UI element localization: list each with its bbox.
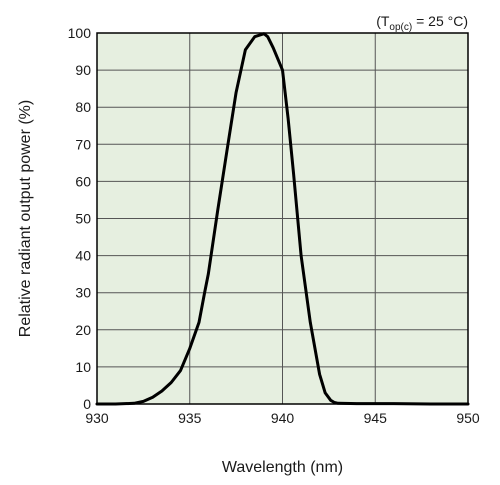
y-axis-title: Relative radiant output power (%) <box>17 100 34 337</box>
y-tick-label: 80 <box>75 99 91 115</box>
x-tick-label: 930 <box>85 410 109 426</box>
condition-prefix: (T <box>376 13 390 29</box>
y-tick-label: 60 <box>75 173 91 189</box>
y-tick-label: 20 <box>75 322 91 338</box>
y-tick-label: 0 <box>83 396 91 412</box>
x-tick-label: 940 <box>271 410 295 426</box>
y-tick-label: 10 <box>75 359 91 375</box>
plot-frame <box>96 32 469 405</box>
x-tick-label: 945 <box>364 410 388 426</box>
y-tick-label: 100 <box>68 25 92 41</box>
x-tick-label: 950 <box>456 410 480 426</box>
y-tick-label: 40 <box>75 248 91 264</box>
condition-annotation: (Top(c) = 25 °C) <box>376 13 468 33</box>
y-tick-label: 70 <box>75 136 91 152</box>
y-axis-tick-labels: 0 10 20 30 40 50 60 70 80 90 100 <box>68 25 92 412</box>
spectrum-curve <box>95 32 470 406</box>
y-tick-label: 90 <box>75 62 91 78</box>
condition-suffix: = 25 °C) <box>412 13 468 29</box>
x-axis-tick-labels: 930 935 940 945 950 <box>85 410 480 426</box>
x-axis-title: Wavelength (nm) <box>222 459 343 476</box>
y-tick-label: 50 <box>75 211 91 227</box>
condition-subscript: op(c) <box>389 22 412 33</box>
y-tick-label: 30 <box>75 285 91 301</box>
x-tick-label: 935 <box>178 410 202 426</box>
